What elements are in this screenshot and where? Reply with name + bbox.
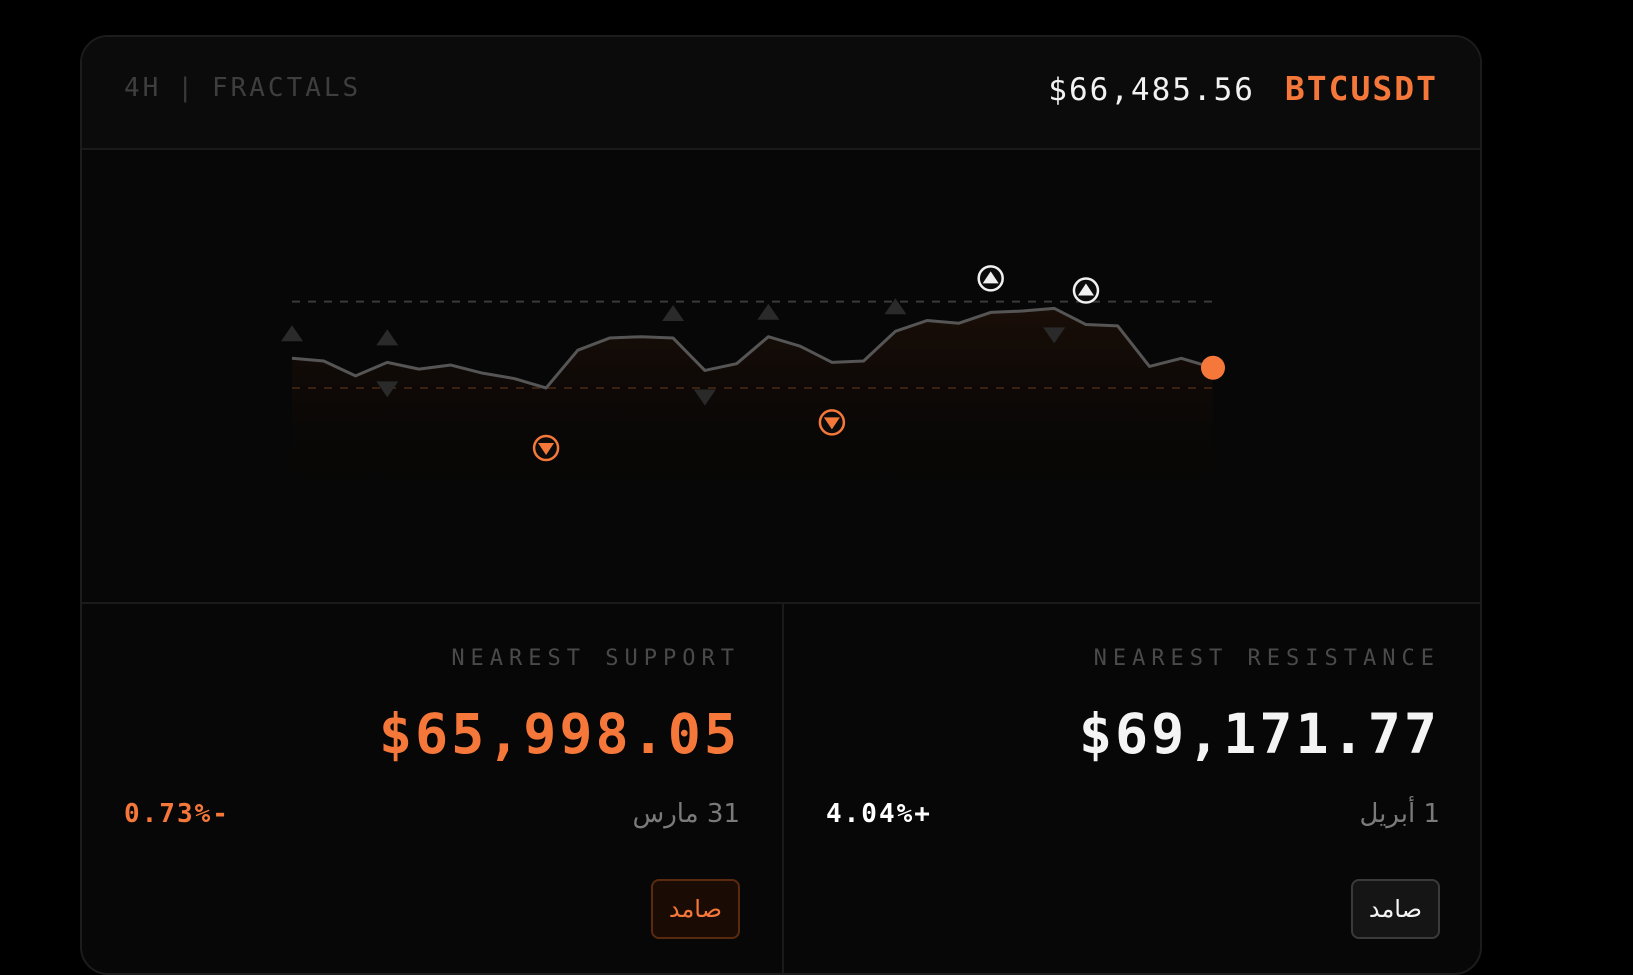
fractal-down-major: [823, 417, 840, 430]
support-panel: NEAREST SUPPORT $65,998.05 0.73%- 31 مار…: [82, 604, 784, 973]
symbol-label: BTCUSDT: [1284, 69, 1438, 108]
fractal-up-major: [1077, 283, 1094, 296]
fractal-up-minor: [281, 325, 303, 342]
fractals-card: 4H | FRACTALS $66,485.56 BTCUSDT NEAREST S…: [80, 35, 1482, 975]
fractal-down-minor: [1043, 327, 1066, 344]
fractal-up-minor: [662, 305, 685, 322]
support-change: 0.73%-: [124, 799, 230, 829]
price-area: [292, 308, 1213, 482]
current-price: $66,485.56: [1048, 72, 1255, 108]
fractal-down-major: [538, 443, 555, 455]
fractal-chart: [82, 150, 1480, 604]
ticker-info: $66,485.56 BTCUSDT: [1048, 69, 1438, 108]
resistance-date: 1 أبريل: [1359, 799, 1440, 829]
support-status-button[interactable]: صامد: [650, 879, 740, 939]
card-header: 4H | FRACTALS $66,485.56 BTCUSDT: [82, 37, 1480, 150]
resistance-value: $69,171.77: [1078, 702, 1440, 766]
resistance-change: 4.04%+: [826, 799, 932, 829]
fractal-up-minor: [757, 303, 780, 320]
current-price-dot: [1201, 355, 1225, 380]
fractal-down-minor: [693, 389, 716, 406]
fractal-up-minor: [884, 298, 907, 315]
indicator-label: FRACTALS: [211, 73, 362, 103]
resistance-panel: NEAREST RESISTANCE $69,171.77 4.04%+ 1 أ…: [784, 604, 1480, 973]
support-date: 31 مارس: [632, 799, 740, 829]
chart-svg: [281, 265, 1225, 482]
fractal-down-minor: [376, 381, 399, 398]
timeframe-indicator: 4H | FRACTALS: [124, 73, 361, 103]
timeframe-label: 4H: [124, 73, 162, 103]
resistance-status-button[interactable]: صامد: [1350, 879, 1440, 939]
fractal-up-minor: [376, 329, 399, 346]
support-label: NEAREST SUPPORT: [451, 646, 740, 671]
fractal-up-major: [982, 271, 999, 284]
price-line: [291, 306, 1214, 390]
header-separator: |: [177, 73, 196, 103]
resistance-label: NEAREST RESISTANCE: [1093, 646, 1440, 671]
support-value: $65,998.05: [378, 702, 740, 766]
